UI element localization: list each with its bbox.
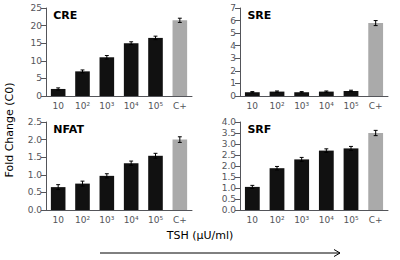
svg-text:10³: 10³ bbox=[294, 215, 309, 225]
svg-text:10: 10 bbox=[52, 215, 64, 225]
svg-text:10²: 10² bbox=[75, 215, 90, 225]
svg-text:5: 5 bbox=[230, 28, 236, 38]
svg-text:10²: 10² bbox=[269, 101, 284, 111]
svg-text:6: 6 bbox=[230, 16, 236, 26]
svg-text:10²: 10² bbox=[75, 101, 90, 111]
svg-text:10³: 10³ bbox=[294, 101, 309, 111]
svg-text:2: 2 bbox=[230, 66, 236, 76]
svg-text:10: 10 bbox=[247, 101, 259, 111]
svg-text:10: 10 bbox=[31, 56, 43, 66]
svg-text:C+: C+ bbox=[173, 101, 187, 111]
svg-text:10⁵: 10⁵ bbox=[148, 215, 163, 225]
svg-text:10⁵: 10⁵ bbox=[148, 101, 163, 111]
svg-text:3.0: 3.0 bbox=[222, 139, 237, 149]
svg-text:0.0: 0.0 bbox=[28, 205, 43, 215]
svg-text:CRE: CRE bbox=[53, 9, 77, 22]
svg-text:TSH (μU/ml): TSH (μU/ml) bbox=[166, 229, 234, 242]
svg-text:10⁴: 10⁴ bbox=[319, 215, 334, 225]
svg-text:10⁵: 10⁵ bbox=[343, 101, 358, 111]
svg-text:1: 1 bbox=[230, 78, 236, 88]
svg-text:C+: C+ bbox=[369, 101, 383, 111]
svg-text:NFAT: NFAT bbox=[53, 123, 84, 136]
svg-text:1.0: 1.0 bbox=[222, 183, 237, 193]
svg-text:0.0: 0.0 bbox=[222, 205, 237, 215]
svg-text:C+: C+ bbox=[173, 215, 187, 225]
svg-text:1.5: 1.5 bbox=[28, 152, 42, 162]
svg-text:25: 25 bbox=[31, 3, 42, 13]
svg-text:10⁴: 10⁴ bbox=[124, 101, 139, 111]
svg-text:20: 20 bbox=[31, 21, 43, 31]
svg-text:10³: 10³ bbox=[99, 215, 114, 225]
svg-text:C+: C+ bbox=[369, 215, 383, 225]
svg-text:10⁴: 10⁴ bbox=[319, 101, 334, 111]
svg-text:Fold Change (C0): Fold Change (C0) bbox=[3, 82, 16, 177]
svg-text:1.5: 1.5 bbox=[222, 172, 236, 182]
svg-text:2.0: 2.0 bbox=[222, 161, 237, 171]
svg-text:0: 0 bbox=[36, 91, 42, 101]
svg-text:10: 10 bbox=[52, 101, 64, 111]
svg-text:3: 3 bbox=[230, 53, 236, 63]
svg-text:10⁴: 10⁴ bbox=[124, 215, 139, 225]
svg-text:0.5: 0.5 bbox=[28, 187, 42, 197]
svg-text:2.5: 2.5 bbox=[222, 150, 236, 160]
svg-text:4.0: 4.0 bbox=[222, 117, 237, 127]
svg-text:0.5: 0.5 bbox=[222, 194, 236, 204]
svg-text:1.0: 1.0 bbox=[28, 170, 43, 180]
svg-text:2.0: 2.0 bbox=[28, 135, 43, 145]
svg-text:10: 10 bbox=[247, 215, 259, 225]
svg-text:0: 0 bbox=[230, 91, 236, 101]
svg-text:2.5: 2.5 bbox=[28, 117, 42, 127]
svg-text:SRE: SRE bbox=[247, 9, 271, 22]
svg-text:4: 4 bbox=[230, 41, 236, 51]
svg-text:5: 5 bbox=[36, 73, 42, 83]
svg-text:SRF: SRF bbox=[247, 123, 271, 136]
svg-text:15: 15 bbox=[31, 38, 42, 48]
svg-text:10³: 10³ bbox=[99, 101, 114, 111]
svg-text:10²: 10² bbox=[269, 215, 284, 225]
svg-text:3.5: 3.5 bbox=[222, 128, 236, 138]
svg-text:10⁵: 10⁵ bbox=[343, 215, 358, 225]
svg-text:7: 7 bbox=[230, 3, 236, 13]
